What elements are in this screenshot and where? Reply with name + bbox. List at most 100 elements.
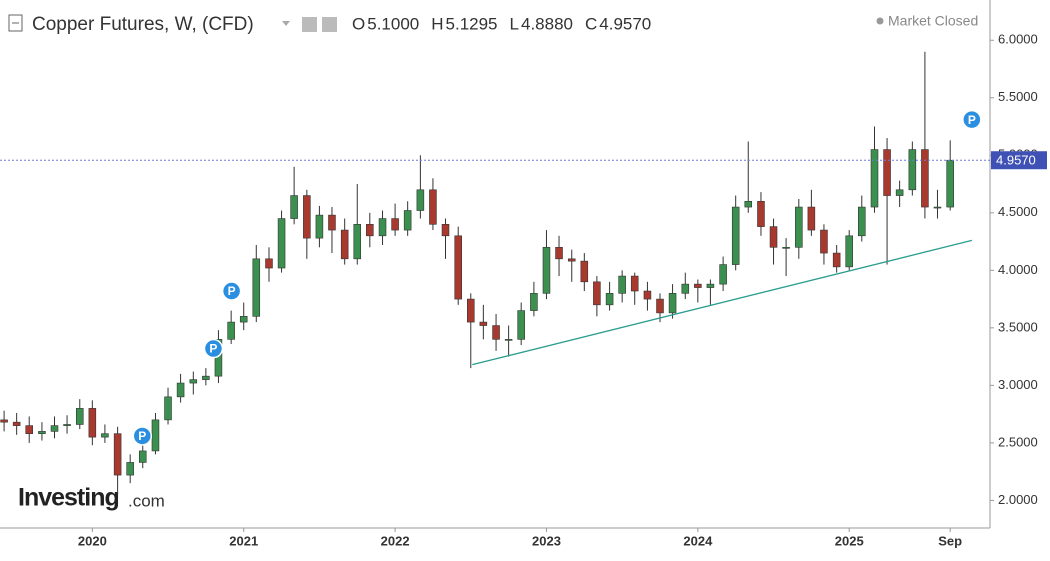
x-tick-label: 2024 bbox=[683, 533, 713, 548]
candle-body bbox=[138, 450, 147, 463]
candle-body bbox=[492, 325, 500, 340]
candle-body bbox=[555, 247, 563, 260]
candle-body bbox=[883, 149, 891, 196]
candle-body bbox=[353, 224, 362, 260]
dropdown-arrow[interactable] bbox=[282, 21, 290, 26]
ohlc-value: 5.1000 bbox=[367, 14, 419, 33]
ohlc-value: 4.8880 bbox=[521, 14, 573, 33]
event-marker bbox=[221, 281, 242, 301]
candle-body bbox=[403, 210, 412, 231]
market-status: Market Closed bbox=[888, 13, 978, 29]
candle-body bbox=[921, 149, 929, 208]
candle-body bbox=[12, 421, 21, 426]
candle-body bbox=[151, 419, 160, 452]
x-tick-label: 2022 bbox=[381, 533, 410, 548]
status-dot bbox=[876, 17, 884, 25]
ohlc-key: O bbox=[352, 14, 365, 33]
candle-body bbox=[630, 275, 639, 292]
candle-body bbox=[303, 195, 311, 239]
candle-body bbox=[467, 298, 475, 323]
candle-body bbox=[126, 462, 134, 476]
candle-body bbox=[845, 235, 853, 268]
candle-body bbox=[328, 214, 336, 231]
x-tick-label: 2021 bbox=[229, 533, 258, 548]
x-tick-label: 2023 bbox=[532, 533, 561, 548]
event-marker-label: P bbox=[228, 284, 236, 298]
candle-body bbox=[176, 382, 185, 398]
candle-body bbox=[340, 229, 349, 260]
candle-body bbox=[76, 408, 84, 425]
trendline bbox=[472, 239, 972, 366]
candle-body bbox=[605, 293, 614, 306]
logo-suffix: .com bbox=[128, 491, 165, 510]
event-marker-label: P bbox=[138, 429, 146, 443]
x-tick-label: 2020 bbox=[78, 533, 107, 548]
event-marker bbox=[132, 426, 153, 446]
candle-body bbox=[416, 189, 425, 211]
candle-body bbox=[807, 206, 816, 231]
y-tick-label: 5.5000 bbox=[998, 89, 1038, 104]
y-tick-label: 2.0000 bbox=[998, 492, 1038, 507]
candle-body bbox=[618, 275, 626, 294]
candle-body bbox=[946, 159, 954, 208]
y-tick-label: 4.5000 bbox=[998, 204, 1038, 219]
candle-body bbox=[391, 218, 399, 231]
y-tick-label: 3.5000 bbox=[998, 319, 1038, 334]
ohlc-key: L bbox=[510, 14, 519, 33]
candle-body bbox=[757, 201, 765, 227]
x-tick-label: Sep bbox=[938, 533, 962, 548]
ohlc-value: 5.1295 bbox=[446, 14, 498, 33]
ohlc-key: C bbox=[585, 14, 597, 33]
candle-body bbox=[101, 433, 109, 438]
candle-body bbox=[88, 408, 97, 438]
candle-body bbox=[769, 226, 778, 248]
candle-body bbox=[252, 258, 261, 317]
candle-body bbox=[0, 419, 8, 423]
candle-body bbox=[227, 321, 235, 340]
candle-body bbox=[366, 224, 374, 237]
event-marker bbox=[962, 109, 982, 130]
candle-body bbox=[895, 189, 904, 196]
candle-body bbox=[454, 235, 462, 300]
candle-body bbox=[567, 258, 576, 262]
candle-body bbox=[593, 281, 601, 306]
candle-body bbox=[441, 224, 450, 237]
candle-body bbox=[681, 283, 690, 294]
candle-body bbox=[933, 206, 942, 209]
candle-body bbox=[164, 396, 172, 421]
y-tick-label: 4.0000 bbox=[998, 262, 1038, 277]
candle-body bbox=[25, 425, 33, 434]
candle-body bbox=[706, 283, 715, 288]
collapse-icon[interactable] bbox=[8, 14, 23, 32]
candle-body bbox=[795, 206, 803, 248]
event-marker bbox=[203, 338, 224, 359]
candle-body bbox=[820, 229, 828, 254]
candle-body bbox=[694, 283, 702, 288]
candle-body bbox=[530, 293, 538, 311]
candle-body bbox=[517, 310, 525, 340]
chart-title: Copper Futures, W, (CFD) bbox=[32, 14, 254, 35]
candle-body bbox=[277, 218, 286, 269]
y-tick-label: 3.0000 bbox=[998, 377, 1038, 392]
candle-body bbox=[782, 247, 790, 249]
settings-icon[interactable] bbox=[302, 17, 317, 32]
candle-body bbox=[50, 425, 59, 432]
ohlc-value: 4.9570 bbox=[599, 14, 651, 33]
gear-icon[interactable] bbox=[322, 17, 337, 32]
y-tick-label: 6.0000 bbox=[998, 32, 1038, 47]
candle-body bbox=[719, 264, 727, 285]
candle-body bbox=[908, 149, 917, 191]
candle-body bbox=[479, 321, 488, 326]
candle-body bbox=[239, 316, 248, 323]
ohlc-key: H bbox=[431, 14, 443, 33]
candle-body bbox=[858, 206, 866, 237]
candle-body bbox=[113, 433, 122, 476]
candle-body bbox=[202, 375, 210, 380]
last-price-box bbox=[991, 151, 1047, 170]
candle-body bbox=[832, 252, 841, 268]
candle-body bbox=[744, 201, 753, 208]
x-tick-label: 2025 bbox=[835, 533, 864, 548]
event-marker-label: P bbox=[968, 113, 976, 127]
candle-body bbox=[504, 339, 513, 341]
